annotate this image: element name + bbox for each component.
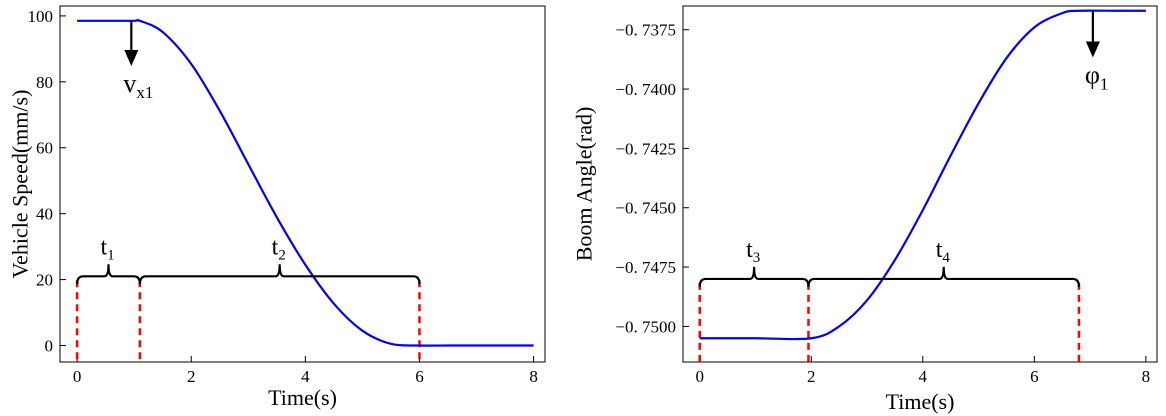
interval-label-1: t1 [101,234,115,263]
x-tick-label: 6 [415,367,424,386]
x-tick-label: 8 [529,367,538,386]
interval-label-1: t3 [746,237,760,266]
interval-label-2: t2 [272,234,286,263]
x-tick-label: 0 [73,367,82,386]
y-tick-label: −0. 7450 [615,199,676,218]
y-tick-label: 40 [36,205,53,224]
x-axis-label: Time(s) [886,389,955,414]
interval-label-sub: 4 [942,250,950,266]
annotation-arrow-head [1085,41,1100,58]
interval-label-sub: 3 [753,250,761,266]
x-tick-label: 8 [1142,367,1151,386]
x-tick-label: 2 [807,367,816,386]
x-tick-label: 6 [1030,367,1039,386]
plot-frame [682,5,1158,363]
interval-brace-2 [138,264,421,285]
x-tick-label: 0 [695,367,704,386]
interval-brace-1 [698,266,810,287]
interval-label-sub: 1 [107,247,115,263]
y-tick-label: 100 [28,7,54,26]
x-tick-label: 4 [301,367,310,386]
annotation-arrow-label: φ1 [1085,60,1109,93]
y-tick-label: 20 [36,271,53,290]
chart-2: 0 2 4 6 8 −0. 7375 −0. 7400 −0. 7425 −0. 7450 −0.… [572,5,1158,414]
y-axis-label: Vehicle Speed(mm/s) [8,90,33,279]
x-axis-label: Time(s) [268,385,337,410]
y-tick-label: 80 [36,73,53,92]
x-tick-label: 2 [187,367,196,386]
plot-frame [59,5,546,363]
y-axis-label: Boom Angle(rad) [572,107,597,262]
annotation-arrow-label-sub: 1 [1100,74,1109,93]
y-tick-label: −0. 7475 [615,258,676,277]
y-tick-label: −0. 7425 [615,139,676,158]
y-tick-label: −0. 7375 [615,21,676,40]
y-tick-label: −0. 7400 [615,80,676,99]
series-line-1 [699,9,1146,341]
y-tick-label: −0. 7500 [615,317,676,336]
interval-label-2: t4 [936,237,951,266]
interval-label-sub: 2 [278,247,286,263]
annotation-arrow-head [124,50,139,67]
series-line-1 [77,18,534,347]
y-tick-label: 0 [45,337,54,356]
interval-brace-2 [807,266,1081,287]
x-tick-label: 4 [919,367,928,386]
annotation-arrow-label: vx1 [123,69,153,102]
y-tick-label: 60 [36,139,53,158]
interval-brace-1 [76,264,141,285]
annotation-arrow-label-sub: x1 [136,83,153,102]
